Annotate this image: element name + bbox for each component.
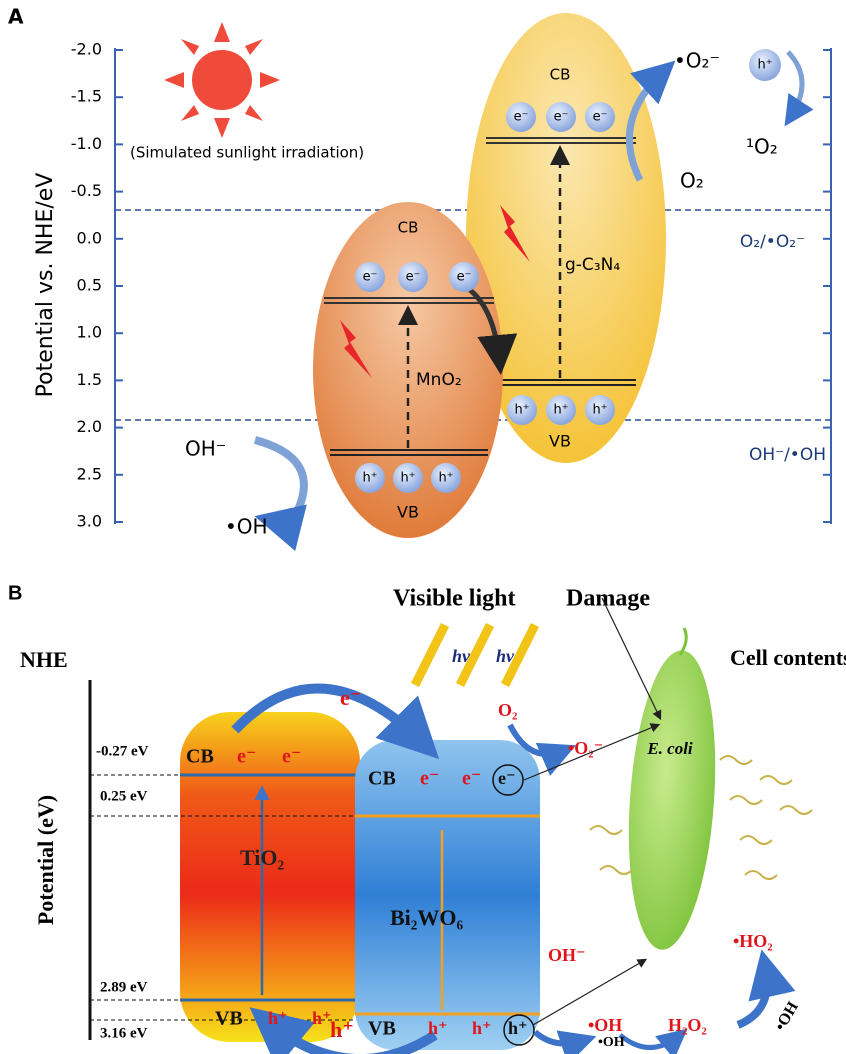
y-tick-label: -2.0 — [71, 40, 102, 59]
carrier-label: h⁺ — [362, 471, 377, 486]
material-label: TiO₂ — [240, 845, 285, 870]
band-text: VB — [215, 1008, 243, 1030]
band-text: VB — [368, 1018, 396, 1040]
level-label: 0.25 eV — [100, 788, 148, 804]
y-tick-label: 2.0 — [77, 417, 102, 436]
carrier-label: e⁻ — [363, 270, 378, 285]
species: •OH — [772, 998, 802, 1033]
carrier-label: e⁻ — [406, 270, 421, 285]
carrier-label: e⁻ — [593, 110, 608, 125]
band-text: h⁺ — [428, 1018, 448, 1038]
material-label: MnO₂ — [416, 370, 462, 390]
species: OH⁻ — [548, 945, 586, 965]
figure: A Potential vs. NHE/eV (Simulated sunlig… — [0, 0, 846, 1054]
level-label: 3.16 eV — [100, 1025, 148, 1041]
carrier-label: h⁺ — [592, 403, 607, 418]
reaction-arrow — [738, 965, 767, 1025]
species: ¹O₂ — [746, 135, 778, 159]
title-text: Damage — [566, 586, 650, 612]
species: H₂O₂ — [668, 1015, 707, 1035]
title-text: Visible light — [393, 586, 515, 612]
level-label: -0.27 eV — [96, 743, 149, 759]
species: •HO₂ — [733, 931, 773, 951]
caption: (Simulated sunlight irradiation) — [130, 144, 364, 162]
level-label: OH⁻/•OH — [749, 445, 826, 465]
reaction-arrow — [255, 440, 304, 525]
carrier-label: h⁺ — [438, 471, 453, 486]
band-text: CB — [186, 746, 214, 768]
band-text: e⁻ — [498, 768, 516, 788]
cb-label: CB — [550, 66, 571, 84]
material-label: Bi₂WO₆ — [390, 905, 463, 930]
hole-label: h⁺ — [757, 58, 772, 73]
band-text: h⁺ — [472, 1018, 492, 1038]
bacterium-label: E. coli — [646, 739, 693, 758]
vb-label: VB — [397, 503, 419, 522]
band-text: CB — [368, 768, 396, 790]
y-tick-label: -1.0 — [71, 134, 102, 153]
axis-header: NHE — [20, 647, 68, 672]
y-tick-label: 0.5 — [77, 276, 102, 295]
level-label: 2.89 eV — [100, 979, 148, 995]
y-tick-label: 3.0 — [77, 512, 102, 531]
species: •OH — [598, 1035, 625, 1050]
carrier-label: h⁺ — [553, 403, 568, 418]
light-rays — [415, 625, 535, 685]
y-tick-label: 2.5 — [77, 464, 102, 483]
carrier-label: h⁺ — [514, 403, 529, 418]
sun — [164, 22, 280, 138]
y-tick-label: -0.5 — [71, 181, 102, 200]
vb-label: VB — [549, 432, 571, 451]
species: •OH — [588, 1015, 622, 1035]
photon: hν — [452, 646, 471, 666]
carrier-label: e⁻ — [554, 110, 569, 125]
panel-label: B — [8, 582, 22, 604]
e-coli — [620, 647, 725, 952]
band-text: e⁻ — [282, 746, 301, 768]
species: •O₂⁻ — [674, 49, 720, 73]
carrier-label: e⁻ — [514, 110, 529, 125]
reaction-arrow — [535, 1032, 585, 1044]
level-label: O₂/•O₂⁻ — [740, 232, 805, 252]
band-text: h⁺ — [268, 1008, 288, 1028]
carrier-label: e⁻ — [457, 270, 472, 285]
title-text: Cell contents — [730, 645, 846, 670]
y-tick-label: 0.0 — [77, 228, 102, 247]
material-label: g-C₃N₄ — [565, 255, 620, 275]
transfer-label: e⁻ — [340, 685, 361, 710]
y-tick-label: -1.5 — [71, 87, 102, 106]
transfer-label: h⁺ — [330, 1017, 354, 1042]
y-tick-label: 1.5 — [77, 370, 102, 389]
axis-title: Potential (eV) — [33, 795, 58, 925]
band-text: h⁺ — [312, 1008, 332, 1028]
band-text: e⁻ — [237, 746, 256, 768]
cb-label: CB — [398, 219, 419, 237]
reaction-arrow — [620, 1035, 680, 1048]
axis-title: Potential vs. NHE/eV — [33, 173, 58, 398]
species: OH⁻ — [185, 437, 226, 461]
band-text: e⁻ — [420, 768, 439, 790]
species: •OH — [225, 515, 268, 539]
band-text: h⁺ — [508, 1018, 528, 1038]
pointer — [602, 598, 660, 718]
species: O₂ — [680, 169, 704, 193]
panel-a: A Potential vs. NHE/eV (Simulated sunlig… — [8, 5, 831, 539]
panel-b: B Visible light Damage NHE Cell contents… — [8, 582, 846, 1054]
band-text: e⁻ — [462, 768, 481, 790]
carrier-label: h⁺ — [400, 471, 415, 486]
reaction-arrow — [788, 52, 802, 118]
panel-label: A — [8, 5, 24, 29]
photon: hν — [496, 646, 515, 666]
y-tick-label: 1.0 — [77, 323, 102, 342]
species: O₂ — [498, 700, 517, 720]
